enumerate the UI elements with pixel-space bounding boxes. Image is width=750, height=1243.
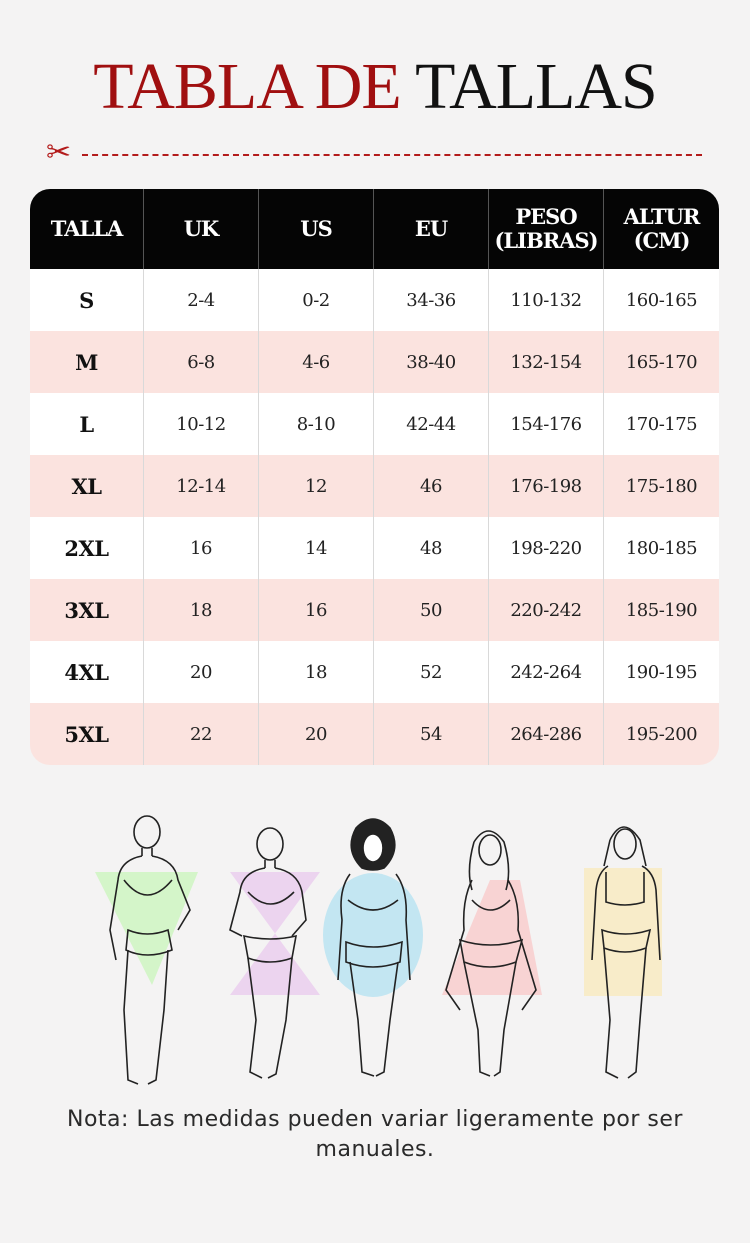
table-row: L 10-12 8-10 42-44 154-176 170-175: [30, 393, 719, 455]
cell-talla: S: [30, 269, 144, 331]
cell-uk: 20: [144, 641, 259, 703]
cell-peso: 132-154: [489, 331, 604, 393]
cell-altura: 195-200: [625, 723, 698, 745]
figure-pear: [445, 830, 537, 1077]
cell-altura: 170-175: [625, 413, 698, 435]
header-talla: TALLA: [30, 189, 144, 269]
table-row: S 2-4 0-2 34-36 110-132 160-165: [30, 269, 719, 331]
cell-eu: 34-36: [374, 269, 489, 331]
cell-uk: 22: [144, 703, 259, 765]
body-shapes-illustration: [95, 815, 662, 1085]
page-title: TABLA DE TALLAS: [0, 52, 750, 122]
pear-shape: [442, 880, 542, 995]
cell-talla: L: [30, 393, 144, 455]
cell-talla: 5XL: [30, 703, 144, 765]
cell-peso: 198-220: [489, 517, 604, 579]
cell-altura: 160-165: [625, 289, 698, 311]
cell-peso: 264-286: [489, 703, 604, 765]
figure-rectangle: [591, 826, 661, 1079]
cell-uk: 18: [144, 579, 259, 641]
cell-eu: 38-40: [374, 331, 489, 393]
dashed-divider: [82, 154, 702, 156]
cell-uk: 10-12: [144, 393, 259, 455]
cell-eu: 50: [374, 579, 489, 641]
cell-us: 16: [259, 579, 374, 641]
cell-uk: 2-4: [144, 269, 259, 331]
cell-altura: 165-170: [625, 351, 698, 373]
scissors-icon: ✂: [46, 135, 72, 170]
cell-talla: 4XL: [30, 641, 144, 703]
cell-us: 14: [259, 517, 374, 579]
table-body: S 2-4 0-2 34-36 110-132 160-165 M 6-8 4-6 38-40 13…: [30, 269, 719, 765]
cell-us: 20: [259, 703, 374, 765]
cell-altura: 190-195: [625, 661, 698, 683]
table-row: 5XL 22 20 54 264-286 195-200: [30, 703, 719, 765]
cell-talla: M: [30, 331, 144, 393]
inverted-triangle-shape: [95, 872, 198, 985]
figure-hourglass: [229, 827, 307, 1079]
header-altura: ALTUR (CM): [623, 204, 701, 253]
header-peso: PESO (LIBRAS): [489, 189, 604, 269]
cell-uk: 6-8: [144, 331, 259, 393]
cell-us: 8-10: [259, 393, 374, 455]
cell-peso: 110-132: [489, 269, 604, 331]
cell-talla: XL: [30, 455, 144, 517]
cell-peso: 154-176: [489, 393, 604, 455]
header-uk: UK: [144, 189, 259, 269]
figure-inverted-triangle: [109, 815, 191, 1085]
title-part-1: TABLA DE: [93, 50, 402, 123]
cell-talla: 2XL: [30, 517, 144, 579]
header-eu: EU: [374, 189, 489, 269]
disclaimer-note: Nota: Las medidas pueden variar ligerame…: [67, 1107, 683, 1162]
cell-eu: 54: [374, 703, 489, 765]
cell-us: 0-2: [259, 269, 374, 331]
cell-peso: 220-242: [489, 579, 604, 641]
cell-us: 12: [259, 455, 374, 517]
cell-altura: 180-185: [625, 537, 698, 559]
cell-peso: 176-198: [489, 455, 604, 517]
table-row: 3XL 18 16 50 220-242 185-190: [30, 579, 719, 641]
cut-line: ✂: [46, 135, 702, 170]
cell-eu: 42-44: [374, 393, 489, 455]
title-part-2: TALLAS: [415, 50, 658, 123]
cell-talla: 3XL: [30, 579, 144, 641]
table-row: XL 12-14 12 46 176-198 175-180: [30, 455, 719, 517]
cell-altura: 175-180: [625, 475, 698, 497]
cell-uk: 16: [144, 517, 259, 579]
cell-eu: 48: [374, 517, 489, 579]
cell-us: 18: [259, 641, 374, 703]
cell-eu: 46: [374, 455, 489, 517]
table-row: 4XL 20 18 52 242-264 190-195: [30, 641, 719, 703]
figure-apple: [337, 818, 411, 1077]
cell-altura: 185-190: [625, 599, 698, 621]
cell-eu: 52: [374, 641, 489, 703]
table-row: M 6-8 4-6 38-40 132-154 165-170: [30, 331, 719, 393]
cell-peso: 242-264: [489, 641, 604, 703]
size-table: TALLA UK US EU PESO (LIBRAS) ALTUR (CM) …: [30, 189, 719, 765]
table-header: TALLA UK US EU PESO (LIBRAS) ALTUR (CM): [30, 189, 719, 269]
header-us: US: [259, 189, 374, 269]
hourglass-shape: [230, 872, 320, 995]
cell-us: 4-6: [259, 331, 374, 393]
cell-uk: 12-14: [144, 455, 259, 517]
table-row: 2XL 16 14 48 198-220 180-185: [30, 517, 719, 579]
